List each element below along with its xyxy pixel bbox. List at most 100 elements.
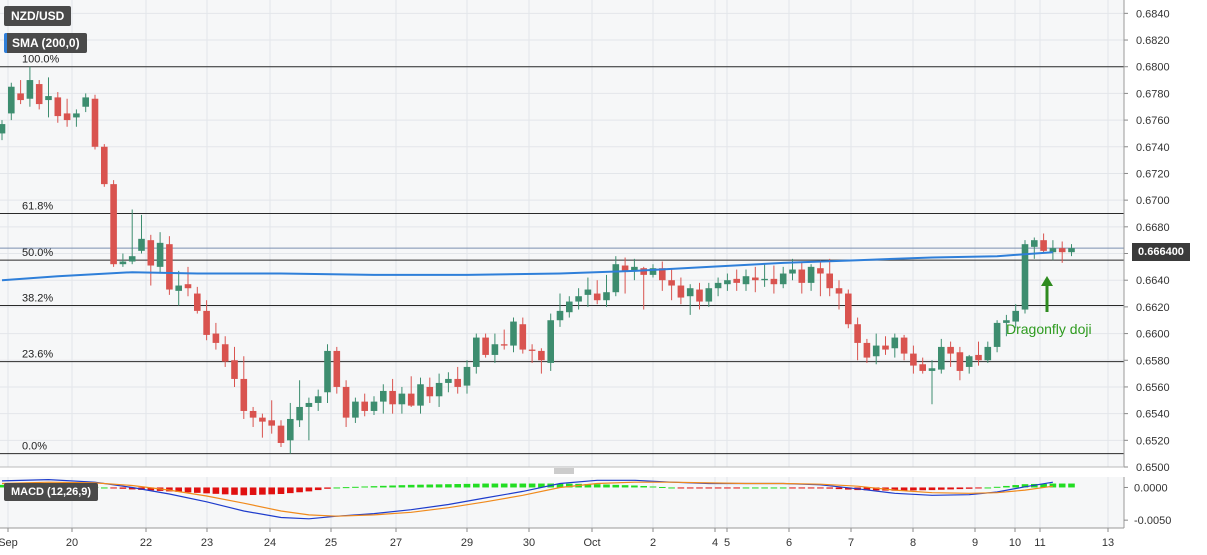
macd-histogram-bar — [789, 487, 796, 489]
candle-body — [742, 276, 750, 285]
candle-body — [668, 280, 675, 286]
macd-histogram-bar — [659, 486, 666, 488]
macd-histogram-bar — [1049, 483, 1057, 488]
candle-body — [17, 93, 24, 101]
candle-body — [928, 368, 936, 371]
candle-body — [73, 113, 80, 118]
macd-histogram-bar — [370, 486, 378, 488]
candle-body — [947, 346, 954, 354]
candle-body — [231, 360, 238, 379]
candle-body — [677, 285, 685, 298]
macd-histogram-bar — [919, 487, 926, 491]
macd-histogram-bar — [287, 487, 294, 494]
candle-body — [761, 278, 768, 281]
candle-body — [147, 240, 155, 266]
macd-histogram-bar — [900, 487, 908, 491]
candle-body — [798, 269, 806, 283]
macd-histogram-bar — [268, 487, 275, 495]
candle-body — [212, 333, 220, 343]
macd-label[interactable]: MACD (12,26,9) — [4, 483, 99, 501]
sma-label[interactable]: SMA (200,0) — [4, 33, 87, 53]
candle-body — [8, 86, 15, 114]
time-tick-label: 20 — [66, 537, 78, 549]
candle-body — [249, 410, 257, 418]
candle-body — [984, 346, 992, 361]
candle-body — [705, 288, 713, 302]
candle-body — [519, 324, 527, 350]
candle-body — [1003, 320, 1010, 323]
macd-histogram-bar — [677, 487, 685, 489]
macd-histogram-bar — [640, 485, 647, 488]
macd-histogram-bar — [147, 487, 155, 491]
macd-histogram-bar — [984, 487, 992, 489]
price-pane-bg — [0, 0, 1124, 467]
candle-body — [445, 378, 452, 383]
candle-body — [835, 288, 843, 294]
candle-body — [975, 354, 982, 361]
candle-body — [752, 277, 759, 281]
candle-body — [631, 266, 638, 271]
time-tick-label: Sep — [0, 537, 18, 549]
fib-level-label: 0.0% — [22, 441, 47, 453]
macd-histogram-bar — [956, 487, 964, 490]
macd-histogram-bar — [1068, 483, 1075, 488]
candle-body — [938, 346, 945, 370]
macd-histogram-bar — [845, 487, 852, 490]
candle-body — [724, 280, 731, 285]
candle-body — [863, 342, 871, 358]
indicator-lines — [1, 251, 1053, 312]
candle-body — [221, 344, 229, 362]
fib-level-label: 50.0% — [22, 247, 53, 259]
candle-body — [342, 386, 350, 418]
candle-body — [26, 80, 34, 99]
macd-histogram-bar — [0, 484, 6, 488]
macd-histogram-bar — [1021, 484, 1029, 488]
candle-body — [175, 285, 182, 291]
candle-body — [203, 310, 210, 335]
price-tick-label: 0.6720 — [1136, 168, 1170, 180]
candle-body — [1031, 240, 1038, 247]
candle-body — [305, 402, 313, 407]
candle-body — [659, 268, 666, 281]
macd-histogram-bar — [742, 487, 750, 489]
candle-body — [435, 382, 443, 397]
macd-tick-label: 0.0000 — [1134, 482, 1168, 494]
candle-body — [361, 401, 368, 411]
candle-body — [110, 184, 117, 265]
candle-body — [696, 289, 703, 302]
candle-body — [854, 324, 861, 343]
candle-body — [277, 425, 285, 443]
candle-body — [0, 124, 6, 134]
candle-body — [287, 418, 294, 441]
macd-histogram-bar — [705, 487, 713, 489]
macd-histogram-bar — [649, 486, 657, 488]
macd-histogram-bar — [473, 483, 480, 488]
macd-histogram-bar — [259, 487, 266, 495]
candlesticks — [0, 66, 1075, 454]
macd-histogram-bar — [593, 484, 601, 488]
macd-line — [1, 478, 1053, 520]
candle-body — [956, 352, 964, 371]
macd-histogram-bar — [1003, 485, 1010, 488]
time-tick-label: 2 — [650, 537, 656, 549]
dragonfly-doji-annotation: Dragonfly doji — [1006, 321, 1092, 337]
price-tick-label: 0.6820 — [1136, 35, 1170, 47]
macd-histogram-bar — [761, 487, 768, 489]
price-tick-label: 0.6500 — [1136, 462, 1170, 474]
time-tick-label: 11 — [1034, 537, 1045, 549]
macd-histogram-bar — [817, 487, 824, 489]
time-tick-label: 13 — [1102, 537, 1114, 549]
macd-histogram-bar — [110, 487, 117, 489]
time-tick-label: 9 — [972, 537, 978, 549]
time-tick-label: 27 — [390, 537, 402, 549]
price-tick-label: 0.6640 — [1136, 275, 1170, 287]
macd-histogram-bar — [584, 484, 592, 488]
symbol-label[interactable]: NZD/USD — [4, 6, 72, 26]
candle-body — [1068, 248, 1075, 253]
candle-body — [380, 390, 387, 402]
candle-body — [128, 256, 136, 262]
last-price-box: 0.666400 — [1132, 243, 1190, 261]
candle-body — [240, 378, 248, 411]
price-tick-label: 0.6800 — [1136, 62, 1170, 74]
price-tick-label: 0.6760 — [1136, 115, 1170, 127]
